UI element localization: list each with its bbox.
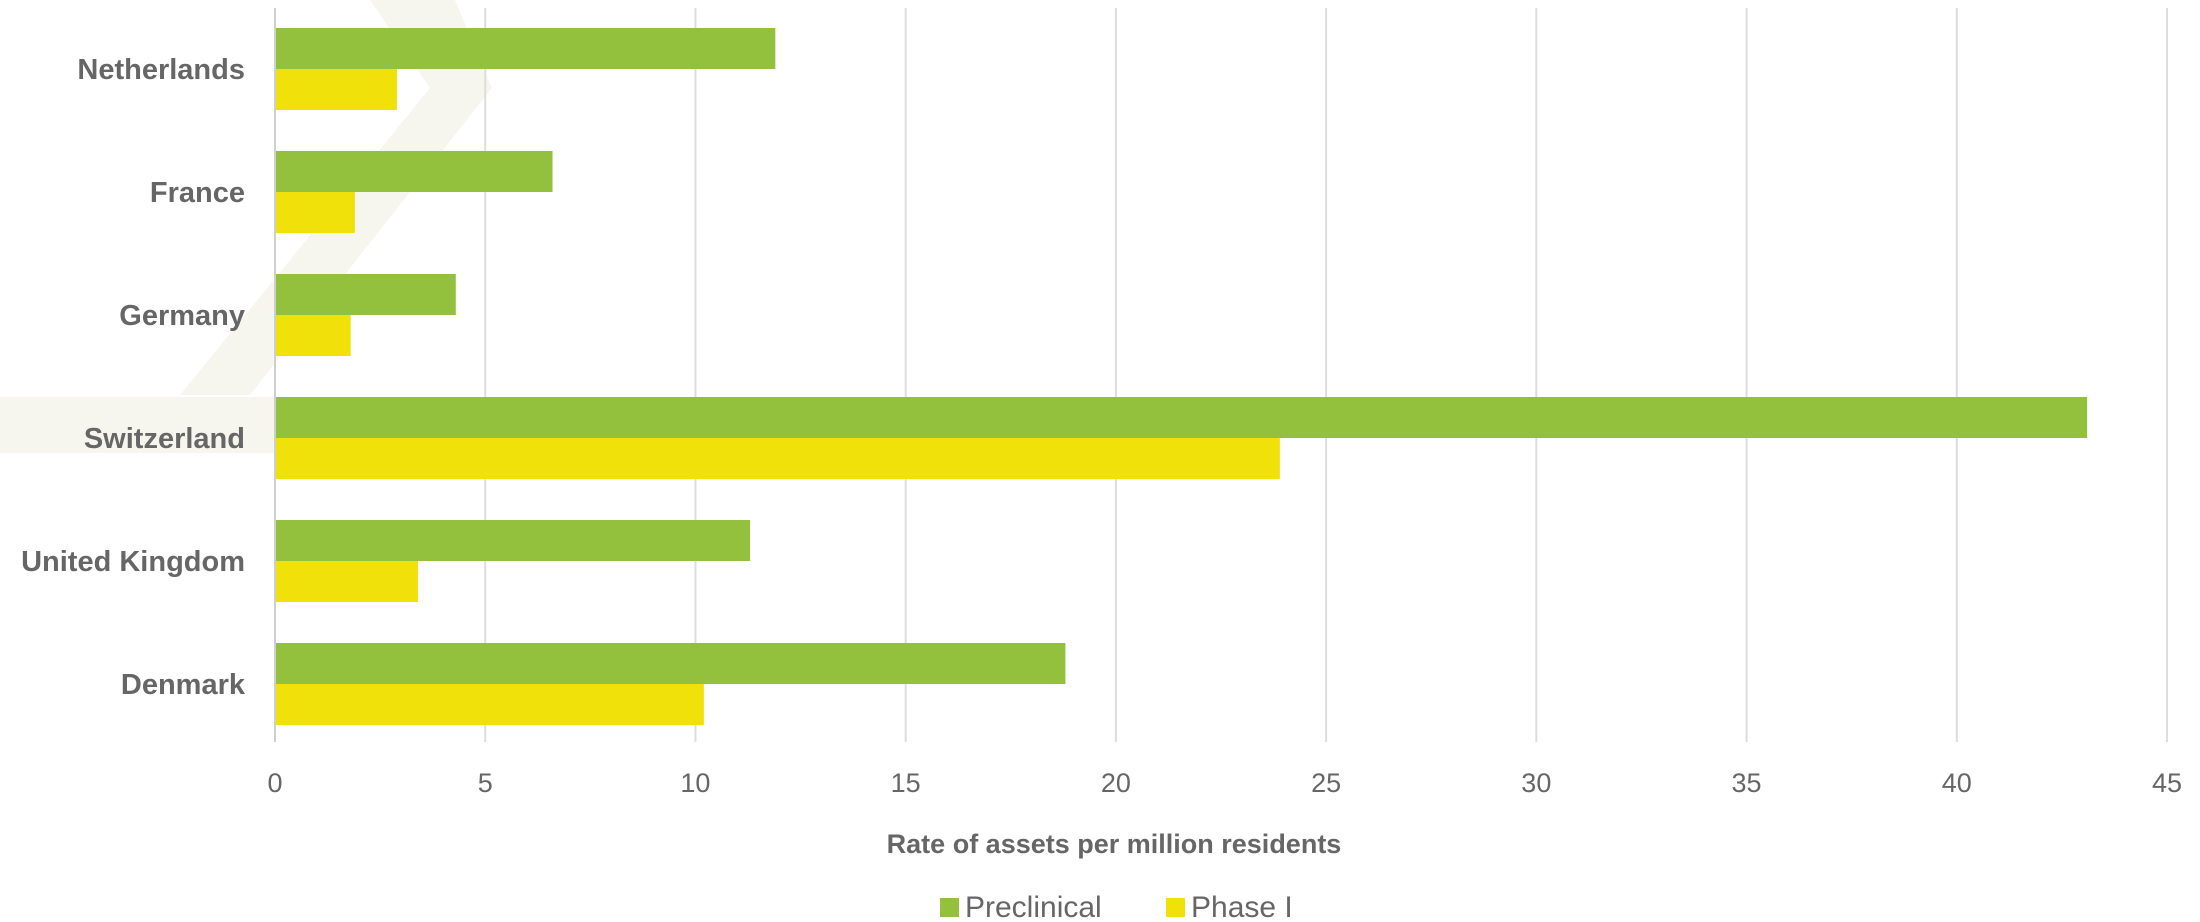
- x-tick-label-5: 25: [1311, 768, 1341, 798]
- category-labels: Netherlands France Germany Switzerland Unite…: [21, 54, 246, 701]
- bar-preclinical-germany: [276, 274, 456, 315]
- legend-swatch-preclinical: [940, 898, 959, 917]
- bar-preclinical-switzerland: [276, 397, 2088, 438]
- legend-label-preclinical: Preclinical: [965, 891, 1102, 922]
- bar-phase-i-switzerland: [276, 438, 1280, 479]
- watermark-band: [0, 397, 275, 453]
- bar-phase-i-germany: [276, 315, 351, 356]
- bar-phase-i-denmark: [276, 684, 704, 725]
- category-label-denmark: Denmark: [121, 669, 246, 701]
- category-label-netherlands: Netherlands: [77, 54, 245, 86]
- bar-phase-i-united-kingdom: [276, 561, 418, 602]
- x-tick-label-1: 5: [478, 768, 493, 798]
- category-label-germany: Germany: [119, 300, 245, 332]
- category-label-france: France: [150, 177, 245, 209]
- bars: [276, 28, 2088, 725]
- bar-preclinical-united-kingdom: [276, 520, 751, 561]
- legend-swatch-phase-i: [1166, 898, 1185, 917]
- x-tick-label-0: 0: [267, 768, 282, 798]
- x-axis-title: Rate of assets per million residents: [887, 829, 1342, 859]
- category-label-united-kingdom: United Kingdom: [21, 546, 245, 578]
- x-tick-label-3: 15: [891, 768, 921, 798]
- bar-preclinical-france: [276, 151, 553, 192]
- x-tick-label-6: 30: [1521, 768, 1551, 798]
- x-tick-label-8: 40: [1942, 768, 1972, 798]
- legend-label-phase-i: Phase I: [1191, 891, 1293, 922]
- bar-preclinical-denmark: [276, 643, 1066, 684]
- bar-phase-i-france: [276, 192, 355, 233]
- legend: Preclinical Phase I: [940, 891, 1293, 922]
- x-tick-label-4: 20: [1101, 768, 1131, 798]
- bar-preclinical-netherlands: [276, 28, 776, 69]
- gridlines: [274, 8, 2168, 742]
- x-tick-label-2: 10: [680, 768, 710, 798]
- x-tick-label-7: 35: [1732, 768, 1762, 798]
- x-tick-label-9: 45: [2152, 768, 2182, 798]
- bar-phase-i-netherlands: [276, 69, 397, 110]
- category-label-switzerland: Switzerland: [84, 423, 245, 455]
- x-tick-labels: 0 5 10 15 20 25 30 35 40 45: [267, 768, 2182, 798]
